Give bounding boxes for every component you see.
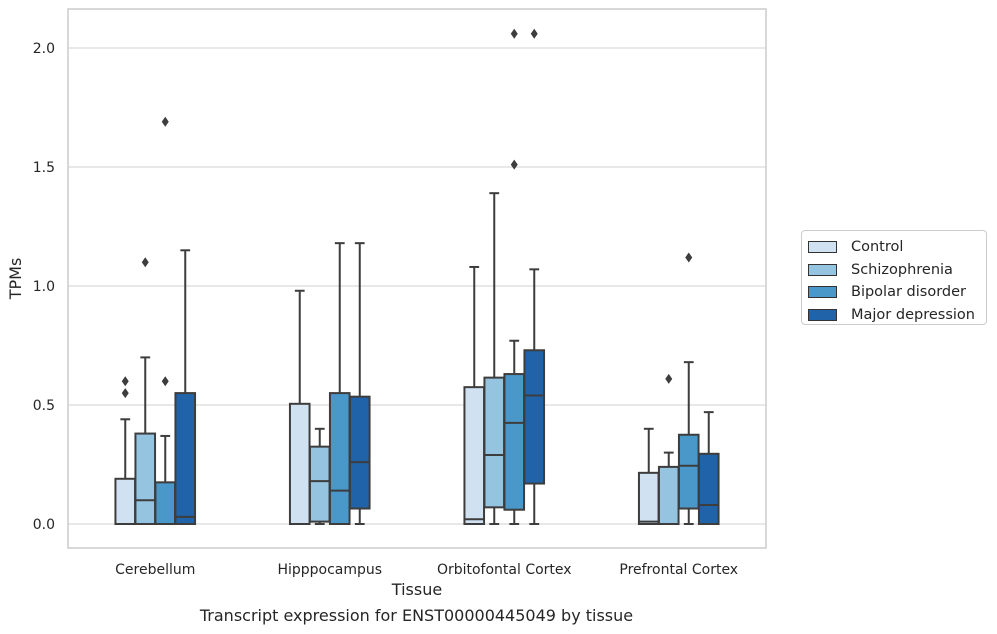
y-tick-label: 0.0	[33, 517, 55, 533]
y-tick-label: 1.0	[33, 279, 55, 295]
box-iqr	[174, 392, 197, 525]
outlier-point	[685, 252, 693, 263]
outlier-point	[161, 116, 169, 127]
y-tick-labels: 0.0 0.5 1.0 1.5 2.0	[33, 41, 55, 533]
outlier-point	[510, 28, 518, 39]
x-tick-label: Orbitofontal Cortex	[437, 562, 572, 578]
box-iqr	[134, 432, 157, 525]
box-iqr	[637, 471, 660, 525]
outlier-point	[141, 257, 149, 268]
box-major-depression	[697, 411, 720, 526]
legend: Control Schizophrenia Bipolar disorder M…	[801, 230, 987, 325]
x-tick-labels: Cerebellum Hipppocampus Orbitofontal Corte…	[115, 562, 738, 578]
box-bipolar-disorder	[154, 116, 177, 526]
plot-area-frame	[67, 8, 767, 549]
box-schizophrenia	[134, 257, 157, 525]
box-control	[288, 289, 311, 525]
box-iqr	[308, 445, 331, 523]
box-schizophrenia	[483, 192, 506, 525]
box-bipolar-disorder	[328, 242, 351, 525]
box-control	[637, 427, 660, 525]
box-iqr	[503, 373, 526, 511]
box-iqr	[463, 386, 486, 525]
legend-swatch-major-depression	[808, 308, 837, 321]
y-tick-label: 1.5	[33, 160, 55, 176]
legend-item-schizophrenia: Schizophrenia	[808, 259, 986, 282]
box-iqr	[348, 395, 371, 510]
legend-item-bipolar-disorder: Bipolar disorder	[808, 281, 986, 304]
box-iqr	[288, 402, 311, 525]
chart-caption: Transcript expression for ENST0000044504…	[199, 606, 634, 625]
box-major-depression	[174, 249, 197, 525]
gridlines	[68, 47, 766, 525]
box-bipolar-disorder	[503, 28, 526, 525]
box-iqr	[523, 349, 546, 485]
legend-swatch-schizophrenia	[808, 263, 837, 276]
box-major-depression	[348, 242, 371, 525]
legend-item-control: Control	[808, 236, 986, 259]
box-schizophrenia	[657, 373, 680, 526]
legend-label-schizophrenia: Schizophrenia	[851, 261, 953, 278]
box-plot-boxes	[114, 28, 720, 526]
box-bipolar-disorder	[677, 252, 700, 525]
box-iqr	[154, 481, 177, 526]
box-schizophrenia	[308, 427, 331, 525]
x-tick-label: Hipppocampus	[277, 562, 382, 578]
outlier-point	[665, 373, 673, 384]
box-iqr	[114, 477, 137, 525]
legend-swatch-bipolar-disorder	[808, 286, 837, 299]
outlier-point	[121, 388, 129, 399]
y-tick-label: 0.5	[33, 398, 55, 414]
outlier-point	[530, 28, 538, 39]
y-tick-label: 2.0	[33, 41, 55, 57]
outlier-point	[121, 376, 129, 387]
y-axis-label: TPMs	[6, 258, 25, 301]
legend-label-bipolar-disorder: Bipolar disorder	[851, 284, 966, 301]
legend-swatch-control	[808, 241, 837, 254]
legend-item-major-depression: Major depression	[808, 304, 986, 327]
box-iqr	[697, 452, 720, 526]
outlier-point	[161, 376, 169, 387]
legend-label-major-depression: Major depression	[851, 306, 975, 323]
x-axis-label: Tissue	[391, 580, 442, 599]
box-control	[463, 265, 486, 525]
box-iqr	[657, 465, 680, 526]
legend-label-control: Control	[851, 239, 904, 256]
box-control	[114, 376, 137, 525]
outlier-point	[510, 159, 518, 170]
box-iqr	[677, 433, 700, 510]
box-major-depression	[523, 28, 546, 525]
box-iqr	[328, 392, 351, 525]
x-tick-label: Prefrontal Cortex	[619, 562, 738, 578]
x-tick-label: Cerebellum	[115, 562, 195, 578]
box-iqr	[483, 376, 506, 509]
